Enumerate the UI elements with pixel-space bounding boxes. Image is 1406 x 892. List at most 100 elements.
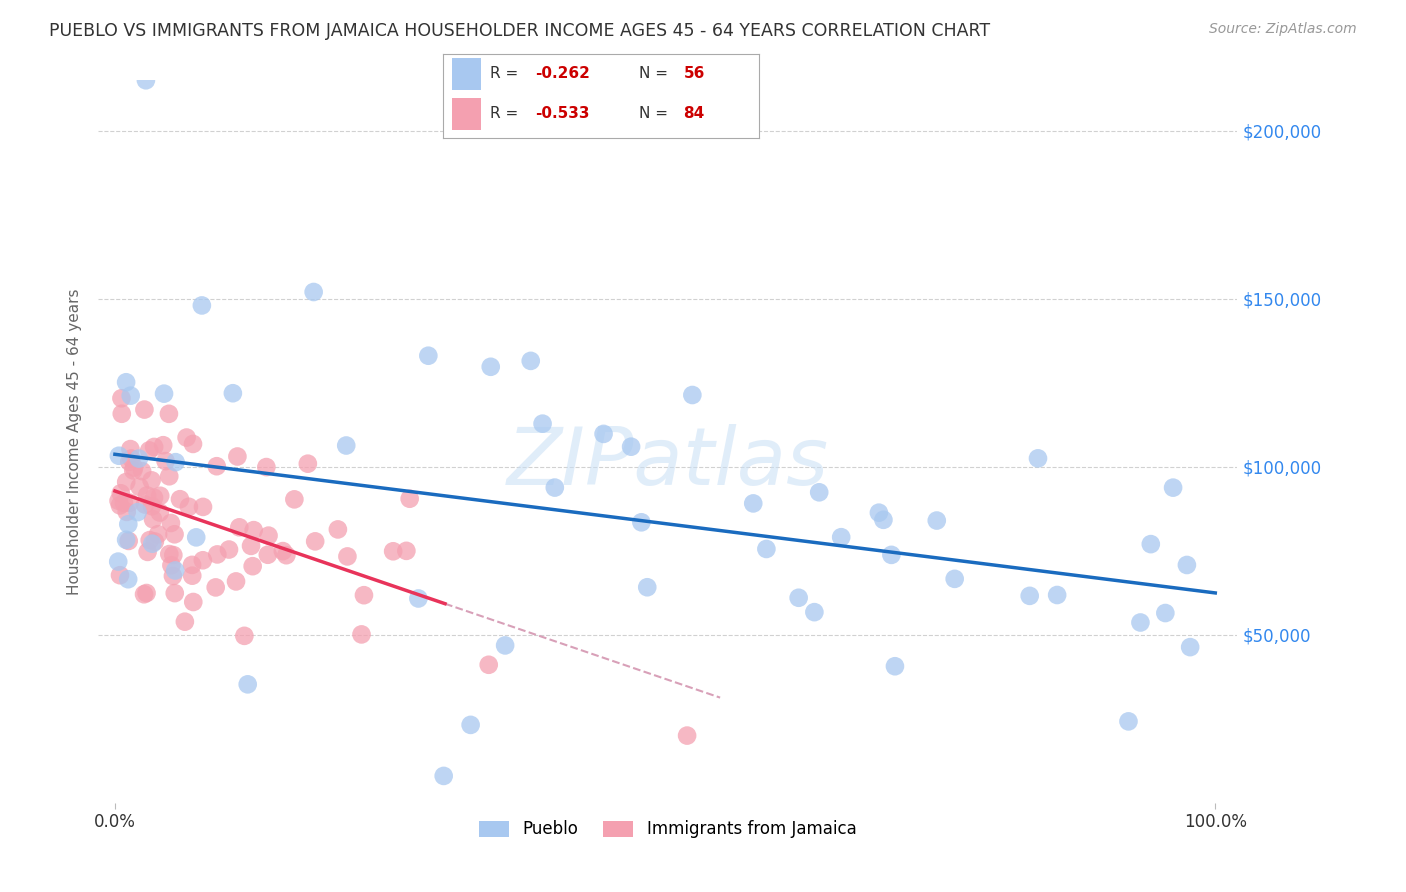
Point [135, 586, 157, 600]
Point [157, 547, 180, 561]
Point [254, 460, 277, 475]
Point [256, 548, 278, 562]
Point [153, 386, 176, 401]
Point [112, 496, 135, 510]
Point [115, 376, 138, 390]
Point [433, 769, 456, 783]
Bar [453, 58, 481, 90]
Point [382, 544, 405, 558]
Point [283, 492, 305, 507]
Point [138, 533, 160, 547]
Point [143, 440, 166, 454]
Point [118, 455, 141, 469]
Point [191, 500, 214, 514]
Point [460, 718, 482, 732]
Point [233, 629, 256, 643]
Point [1139, 537, 1161, 551]
Point [108, 449, 131, 463]
Point [830, 530, 852, 544]
Point [141, 474, 163, 488]
Point [138, 443, 160, 458]
Point [787, 591, 810, 605]
Point [1118, 714, 1140, 729]
Point [395, 544, 418, 558]
Point [1161, 481, 1184, 495]
Point [127, 505, 149, 519]
Point [218, 542, 240, 557]
Point [142, 512, 165, 526]
Text: PUEBLO VS IMMIGRANTS FROM JAMAICA HOUSEHOLDER INCOME AGES 45 - 64 YEARS CORRELAT: PUEBLO VS IMMIGRANTS FROM JAMAICA HOUSEH… [49, 22, 990, 40]
Point [118, 496, 141, 510]
Point [118, 533, 141, 548]
Point [162, 569, 184, 583]
Text: Source: ZipAtlas.com: Source: ZipAtlas.com [1209, 22, 1357, 37]
Point [120, 451, 142, 466]
Text: -0.262: -0.262 [534, 66, 589, 81]
Point [226, 450, 249, 464]
Point [1026, 451, 1049, 466]
Point [257, 528, 280, 542]
Point [107, 493, 129, 508]
Point [803, 605, 825, 619]
Point [191, 298, 214, 312]
Point [149, 489, 172, 503]
Point [236, 677, 259, 691]
Point [165, 564, 187, 578]
Point [143, 491, 166, 505]
Text: ZIPatlas: ZIPatlas [506, 425, 830, 502]
Legend: Pueblo, Immigrants from Jamaica: Pueblo, Immigrants from Jamaica [472, 814, 863, 845]
Point [131, 464, 153, 478]
Point [122, 463, 145, 477]
Point [335, 438, 357, 452]
Point [302, 285, 325, 299]
Point [173, 615, 195, 629]
Point [176, 431, 198, 445]
Point [181, 568, 204, 582]
Point [110, 391, 132, 405]
Point [925, 514, 948, 528]
Point [128, 451, 150, 466]
Text: 84: 84 [683, 106, 704, 121]
Point [181, 558, 204, 572]
Point [160, 516, 183, 530]
Point [111, 407, 134, 421]
Point [207, 548, 229, 562]
Point [117, 572, 139, 586]
Point [242, 523, 264, 537]
Point [107, 555, 129, 569]
Point [115, 505, 138, 519]
Point [531, 417, 554, 431]
Text: N =: N = [640, 66, 668, 81]
Point [134, 402, 156, 417]
Point [163, 586, 186, 600]
Point [880, 548, 903, 562]
Point [304, 534, 326, 549]
Point [681, 388, 703, 402]
Point [135, 73, 157, 87]
Point [478, 657, 501, 672]
Point [120, 389, 142, 403]
Point [519, 354, 541, 368]
Point [242, 559, 264, 574]
Point [186, 530, 208, 544]
Point [755, 541, 778, 556]
Point [136, 488, 159, 502]
Point [418, 349, 440, 363]
Point [177, 500, 200, 514]
Point [132, 587, 155, 601]
Point [149, 506, 172, 520]
Point [141, 537, 163, 551]
Point [592, 426, 614, 441]
Point [108, 499, 131, 513]
Point [108, 568, 131, 582]
Point [191, 553, 214, 567]
Point [222, 386, 245, 401]
Point [479, 359, 502, 374]
Text: R =: R = [491, 106, 519, 121]
Point [1129, 615, 1152, 630]
Point [157, 407, 180, 421]
Point [350, 627, 373, 641]
Point [353, 588, 375, 602]
Point [136, 545, 159, 559]
Point [181, 437, 204, 451]
